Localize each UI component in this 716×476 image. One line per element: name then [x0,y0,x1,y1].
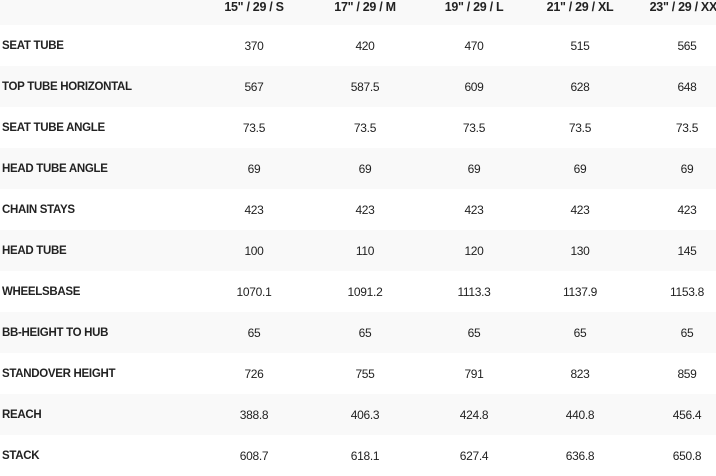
table-cell: 388.8 [239,407,269,422]
table-cell: 609 [464,79,484,94]
table-cell: 636.8 [565,448,595,463]
table-cell: 100 [244,243,264,258]
table-cell: 69 [573,161,587,176]
table-cell: 628 [570,79,590,94]
row-label: STANDOVER HEIGHT [2,367,116,380]
table-cell: 648 [677,79,697,94]
row-label: BB-HEIGHT TO HUB [2,326,109,339]
column-header: 17" / 29 / M [334,0,396,14]
column-header: 21" / 29 / XL [546,0,614,14]
table-cell: 423 [244,202,264,217]
table-cell: 650.8 [672,448,702,463]
table-cell: 65 [358,325,372,340]
table-cell: 423 [677,202,697,217]
row-label: TOP TUBE HORIZONTAL [2,80,132,93]
table-cell: 130 [570,243,590,258]
table-cell: 423 [570,202,590,217]
table-header-row: 15" / 29 / S 17" / 29 / M 19" / 29 / L 2… [0,0,716,25]
table-row: WHEELSBASE 1070.1 1091.2 1113.3 1137.9 1153.8 [0,271,716,312]
table-cell: 1137.9 [562,284,597,299]
table-cell: 370 [244,38,264,53]
row-label: WHEELSBASE [2,285,81,298]
row-label: SEAT TUBE ANGLE [2,121,105,134]
table-cell: 627.4 [459,448,489,463]
table-cell: 423 [464,202,484,217]
table-cell: 65 [680,325,694,340]
table-cell: 823 [570,366,590,381]
table-cell: 69 [467,161,481,176]
table-row: HEAD TUBE ANGLE 69 69 69 69 69 [0,148,716,189]
table-cell: 1091.2 [347,284,383,299]
table-cell: 420 [355,38,375,53]
table-cell: 73.5 [568,120,592,135]
row-label: STACK [2,449,40,462]
column-header: 19" / 29 / L [444,0,504,14]
row-label: REACH [2,408,42,421]
row-label: HEAD TUBE ANGLE [2,162,108,175]
table-cell: 1113.3 [457,284,491,299]
table-cell: 587.5 [350,79,380,94]
table-cell: 565 [677,38,697,53]
table-row: TOP TUBE HORIZONTAL 567 587.5 609 628 648 [0,66,716,107]
table-cell: 755 [355,366,375,381]
table-cell: 110 [355,243,375,258]
table-cell: 567 [244,79,264,94]
table-cell: 73.5 [675,120,699,135]
column-header: 23" / 29 / XXL [649,0,716,14]
table-row: SEAT TUBE ANGLE 73.5 73.5 73.5 73.5 73.5 [0,107,716,148]
table-row: HEAD TUBE 100 110 120 130 145 [0,230,716,271]
table-cell: 1070.1 [236,284,272,299]
table-row: STACK 608.7 618.1 627.4 636.8 650.8 [0,435,716,476]
table-cell: 791 [464,366,484,381]
table-row: BB-HEIGHT TO HUB 65 65 65 65 65 [0,312,716,353]
table-row: SEAT TUBE 370 420 470 515 565 [0,25,716,66]
table-cell: 65 [467,325,481,340]
table-row: STANDOVER HEIGHT 726 755 791 823 859 [0,353,716,394]
table-cell: 1153.8 [669,284,704,299]
table-cell: 424.8 [459,407,489,422]
row-label: SEAT TUBE [2,39,64,52]
table-cell: 423 [355,202,375,217]
column-header: 15" / 29 / S [224,0,284,14]
table-cell: 470 [464,38,484,53]
table-cell: 618.1 [350,448,380,463]
table-cell: 726 [244,366,264,381]
table-cell: 406.3 [350,407,380,422]
table-cell: 65 [247,325,261,340]
table-cell: 73.5 [242,120,266,135]
table-cell: 608.7 [239,448,269,463]
table-cell: 73.5 [353,120,377,135]
table-cell: 120 [464,243,484,258]
table-cell: 69 [680,161,694,176]
table-cell: 73.5 [462,120,486,135]
table-cell: 859 [677,366,697,381]
table-cell: 69 [247,161,261,176]
row-label: CHAIN STAYS [2,203,75,216]
table-cell: 65 [573,325,587,340]
table-cell: 440.8 [565,407,595,422]
table-cell: 145 [677,243,697,258]
row-label: HEAD TUBE [2,244,67,257]
table-cell: 69 [358,161,372,176]
table-cell: 456.4 [672,407,702,422]
table-row: REACH 388.8 406.3 424.8 440.8 456.4 [0,394,716,435]
table-row: CHAIN STAYS 423 423 423 423 423 [0,189,716,230]
table-cell: 515 [570,38,590,53]
